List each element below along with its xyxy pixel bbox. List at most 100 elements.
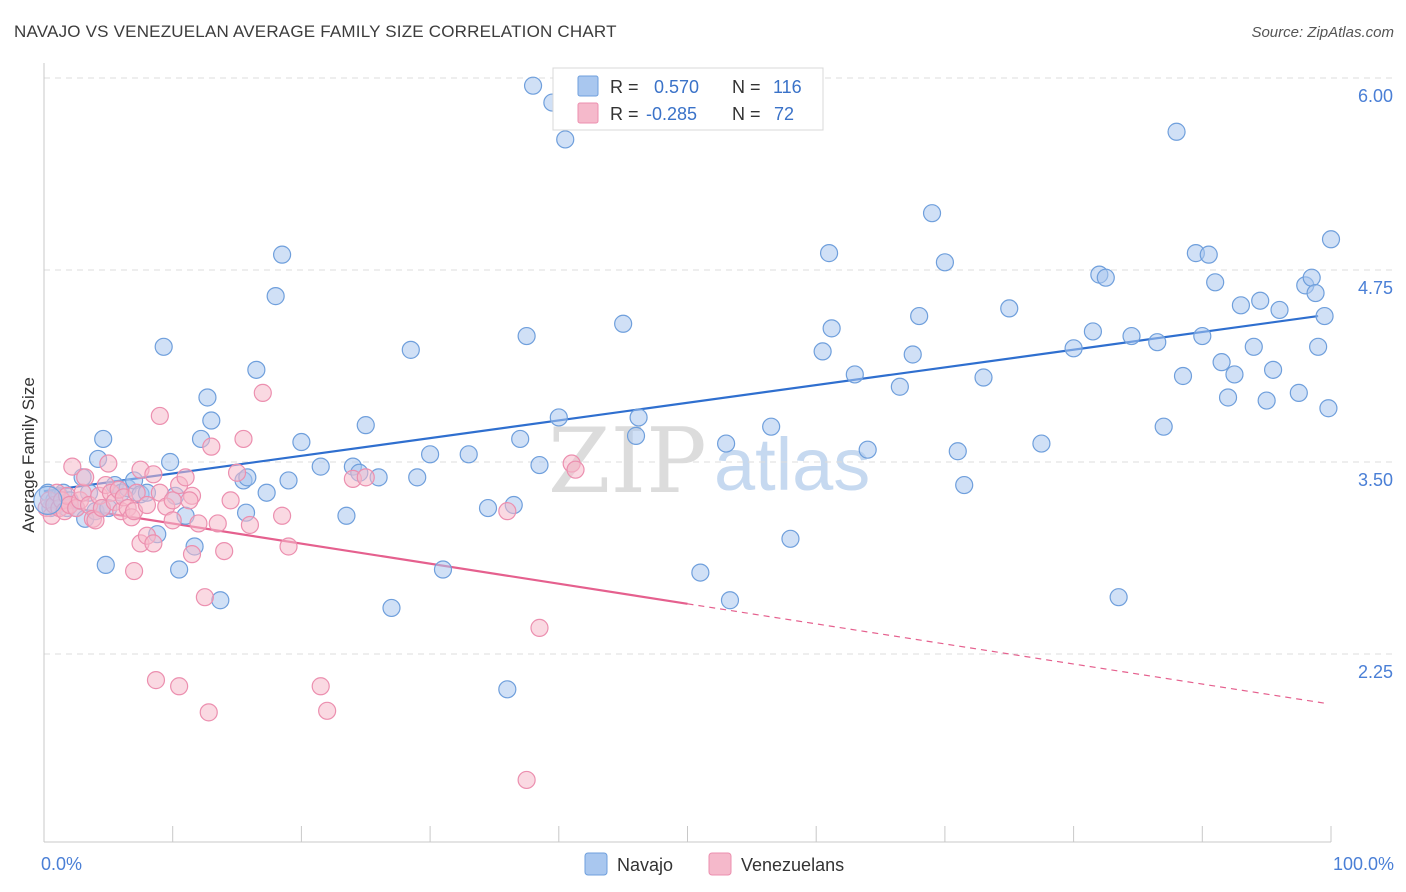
navajo-point [478, 498, 498, 518]
navajo-point [498, 680, 517, 699]
venezuelans-point [144, 465, 163, 484]
legend-bottom-label-navajo: Navajo [617, 855, 673, 875]
legend-n-value-navajo: 116 [773, 77, 802, 97]
navajo-point [247, 360, 266, 379]
navajo-point [813, 342, 832, 361]
venezuelans-point [208, 514, 227, 533]
navajo-point [903, 345, 922, 364]
venezuelans-point [240, 515, 260, 535]
navajo-point [1319, 399, 1338, 418]
venezuelans-point [318, 701, 337, 720]
venezuelans-point [127, 483, 146, 502]
venezuelans-point [170, 677, 189, 696]
navajo-point [94, 429, 113, 449]
venezuelans-point [137, 495, 157, 515]
venezuelans-point [163, 511, 182, 530]
navajo-point [1321, 230, 1341, 249]
navajo-point [819, 244, 839, 263]
navajo-point [910, 306, 929, 326]
legend-r-label-navajo: R = [610, 77, 639, 97]
venezuelans-point [566, 460, 585, 479]
navajo-point [459, 445, 478, 464]
chart-title: NAVAJO VS VENEZUELAN AVERAGE FAMILY SIZE… [14, 22, 617, 41]
navajo-point [1270, 300, 1289, 320]
navajo-point [822, 319, 841, 338]
navajo-point [408, 468, 427, 487]
venezuelans-trend-line [43, 502, 688, 605]
navajo-point [1083, 322, 1103, 341]
watermark-atlas: atlas [714, 423, 870, 506]
navajo-point [421, 445, 440, 464]
venezuelans-point [202, 437, 221, 456]
venezuelans-point [279, 537, 298, 556]
navajo-point [955, 475, 974, 495]
legend-swatch-venezuelans [577, 102, 599, 124]
legend-r-value-navajo: 0.570 [654, 77, 699, 97]
navajo-trend-line [43, 314, 1319, 493]
y-tick-label: 6.00 [1358, 86, 1393, 106]
navajo-point [1302, 268, 1321, 287]
navajo-point [1309, 337, 1328, 356]
venezuelans-point [63, 457, 82, 476]
venezuelans-point [182, 545, 202, 564]
venezuelans-point [199, 703, 218, 722]
navajo-point [1154, 417, 1173, 436]
venezuelans-point [498, 502, 517, 521]
navajo-point [1225, 365, 1244, 384]
navajo-point [1109, 588, 1128, 607]
correlation-legend: R = 0.570 N = 116 R = -0.285 N = 72 [552, 67, 824, 131]
navajo-point [272, 245, 292, 264]
series-legend: Navajo Venezuelans [584, 852, 844, 876]
navajo-point [1263, 360, 1283, 379]
navajo-point [762, 417, 781, 436]
navajo-point [433, 560, 453, 579]
navajo-point [382, 598, 401, 618]
trend-lines [43, 314, 1325, 704]
navajo-point [211, 591, 230, 610]
navajo-point [356, 416, 375, 435]
venezuelans-point [311, 677, 330, 696]
navajo-point [935, 253, 955, 272]
x-tick-label-min: 0.0% [41, 854, 82, 874]
legend-n-value-venezuelans: 72 [774, 104, 794, 124]
venezuelans-point [163, 491, 182, 510]
y-axis-title: Average Family Size [19, 377, 38, 533]
navajo-point [1173, 366, 1193, 386]
navajo-point [1199, 245, 1218, 264]
venezuelans-point [180, 491, 199, 510]
navajo-point [1257, 391, 1276, 410]
legend-bottom-swatch-navajo [584, 852, 608, 876]
navajo-point [1096, 268, 1115, 287]
y-tick-label: 4.75 [1358, 278, 1393, 298]
navajo-point [523, 76, 543, 95]
navajo-point [257, 483, 276, 502]
navajo-point [1315, 306, 1334, 326]
navajo-point [279, 471, 298, 490]
navajo-point [1244, 337, 1263, 356]
navajo-point [549, 408, 568, 427]
navajo-point [96, 555, 115, 575]
legend-r-value-venezuelans: -0.285 [646, 104, 697, 124]
navajo-point [202, 411, 221, 430]
navajo-point [1148, 333, 1167, 352]
navajo-point [1167, 122, 1186, 141]
navajo-point [781, 529, 800, 548]
navajo-point [161, 452, 180, 472]
navajo-point [511, 429, 530, 449]
navajo-point [1000, 299, 1019, 318]
axes [43, 63, 1332, 843]
navajo-point [1289, 383, 1308, 402]
navajo-point [1032, 434, 1051, 453]
navajo-point [170, 560, 189, 579]
navajo-point-cluster [33, 485, 63, 515]
venezuelans-point [234, 429, 253, 449]
navajo-point [1306, 283, 1325, 303]
venezuelans-point [272, 506, 292, 525]
venezuelans-point [215, 541, 234, 561]
navajo-point [1212, 353, 1231, 372]
venezuelans-point [356, 468, 375, 487]
navajo-point [1218, 388, 1238, 407]
venezuelans-point [221, 491, 240, 510]
navajo-point [629, 408, 648, 427]
navajo-point [691, 563, 710, 582]
